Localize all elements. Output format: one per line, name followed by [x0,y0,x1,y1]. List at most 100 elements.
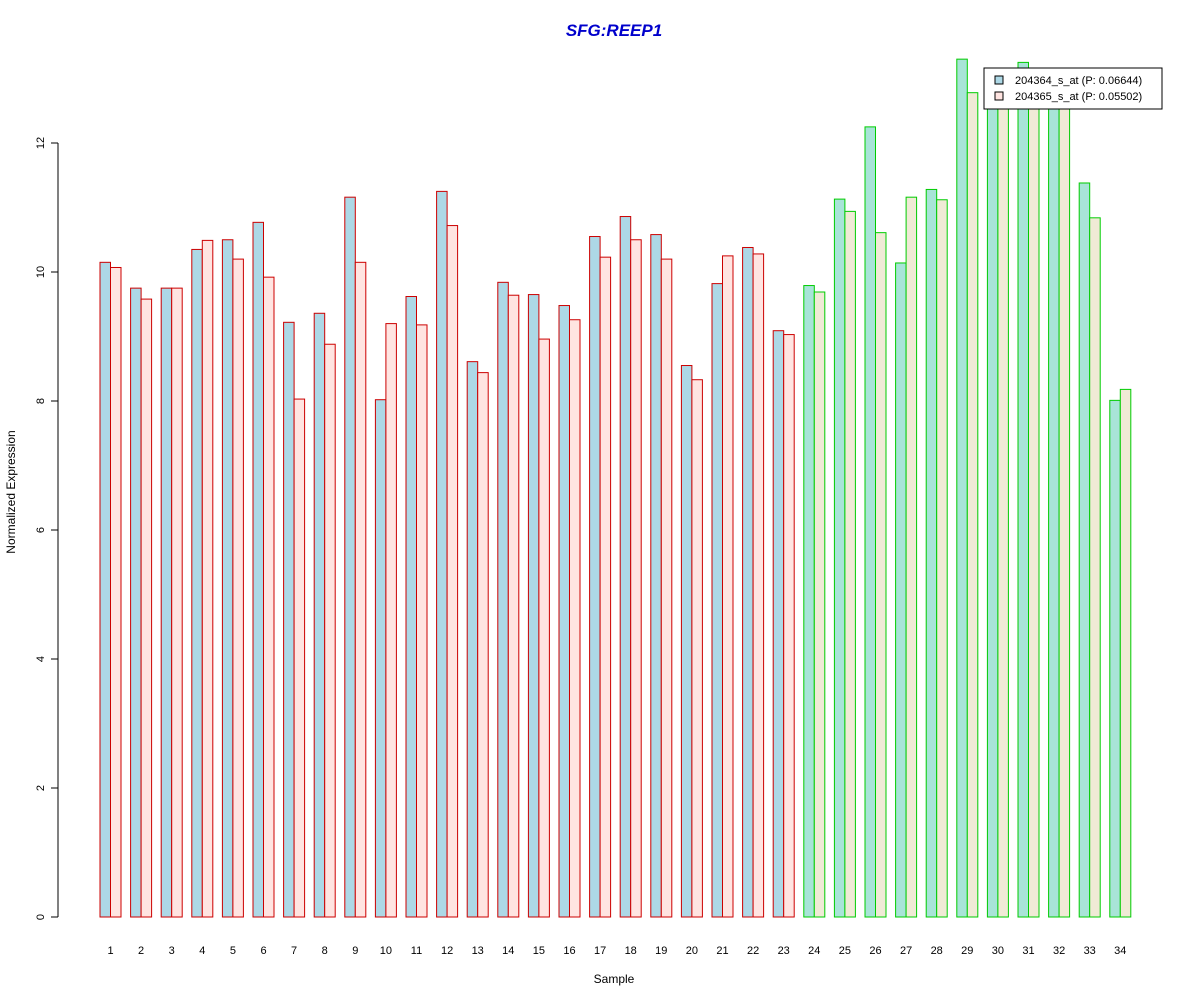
bar-sample-1-series-1 [99,261,111,918]
bar-sample-23-series-1 [772,330,785,918]
y-tick-label: 10 [35,266,47,278]
x-tick-label: 24 [808,945,820,957]
bar-sample-18-series-1 [619,216,632,918]
bar-sample-16-series-2 [569,319,581,918]
x-tick-label: 28 [931,945,943,957]
bar-sample-27-series-1 [895,262,907,918]
x-tick-label: 18 [625,945,637,957]
bar-sample-10-series-1 [374,399,387,918]
bar-sample-2-series-1 [130,287,142,918]
bar-sample-19-series-1 [650,234,662,918]
bar-sample-12-series-2 [446,225,459,918]
bar-sample-5-series-2 [232,258,244,918]
legend: 204364_s_at (P: 0.06644) 204365_s_at (P:… [983,67,1163,110]
bar-sample-4-series-2 [201,239,214,918]
bar-sample-23-series-2 [783,334,795,918]
bar-sample-24-series-2 [813,291,826,918]
bar-sample-7-series-1 [283,321,295,918]
bar-sample-25-series-1 [833,198,846,918]
bar-sample-6-series-1 [252,221,264,918]
bar-sample-28-series-2 [936,199,948,918]
x-tick-label: 31 [1022,945,1034,957]
x-tick-label: 8 [322,945,328,957]
bar-sample-11-series-2 [416,324,428,918]
bar-sample-34-series-2 [1119,388,1132,918]
x-tick-label: 3 [169,945,175,957]
bar-sample-21-series-2 [722,255,734,918]
x-tick-label: 34 [1114,945,1126,957]
x-tick-label: 4 [199,945,205,957]
bar-sample-20-series-1 [680,365,693,918]
bar-sample-3-series-2 [171,287,183,918]
chart-title: SFG:REEP1 [566,21,662,40]
x-tick-label: 19 [655,945,667,957]
x-tick-label: 1 [107,945,113,957]
bar-sample-20-series-2 [691,379,703,918]
x-tick-label: 15 [533,945,545,957]
y-tick-label: 0 [35,914,47,920]
bar-sample-14-series-1 [497,281,509,918]
bar-sample-34-series-1 [1109,399,1121,918]
bar-sample-30-series-1 [986,94,999,918]
legend-swatch-series-2 [994,91,1004,101]
bar-sample-33-series-1 [1078,182,1091,918]
bar-sample-10-series-2 [385,323,397,918]
bar-sample-26-series-2 [875,232,887,918]
x-axis-label: Sample [594,972,635,986]
bar-sample-28-series-1 [925,188,938,918]
bar-sample-33-series-2 [1089,217,1101,918]
bar-sample-29-series-2 [966,92,979,918]
y-axis: 0 2 4 6 8 10 12 [35,137,59,920]
bar-sample-5-series-1 [221,239,234,918]
bar-sample-30-series-2 [997,94,1009,918]
x-tick-label: 27 [900,945,912,957]
x-tick-label: 11 [411,945,422,957]
bar-sample-14-series-2 [507,294,520,918]
bar-sample-8-series-1 [313,312,326,918]
bar-sample-12-series-1 [436,190,448,918]
bar-sample-6-series-2 [263,276,275,918]
y-tick-label: 12 [35,137,47,149]
x-tick-label: 16 [563,945,575,957]
y-tick-label: 6 [35,527,47,533]
bar-sample-21-series-1 [711,283,723,918]
x-tick-label: 21 [716,945,728,957]
x-tick-label: 5 [230,945,236,957]
bar-sample-22-series-1 [742,246,754,918]
y-tick-label: 2 [35,785,47,791]
bar-sample-2-series-2 [140,298,153,918]
x-tick-label: 7 [291,945,297,957]
x-tick-label: 14 [502,945,514,957]
bar-sample-15-series-1 [527,294,540,918]
legend-box [983,67,1163,110]
bar-sample-11-series-1 [405,296,417,918]
bar-sample-13-series-2 [477,372,489,918]
bar-sample-31-series-2 [1028,97,1040,918]
legend-swatch-series-1 [994,75,1004,85]
bar-sample-9-series-2 [354,261,367,918]
bar-sample-32-series-1 [1048,97,1060,918]
x-tick-label: 30 [992,945,1004,957]
x-tick-label: 13 [472,945,484,957]
bar-sample-15-series-2 [538,338,550,918]
bar-sample-9-series-1 [344,196,356,918]
x-tick-label: 22 [747,945,759,957]
bar-sample-1-series-2 [110,266,122,918]
x-tick-label: 12 [441,945,453,957]
bar-sample-19-series-2 [660,258,673,918]
x-tick-label: 25 [839,945,851,957]
x-tick-label: 6 [260,945,266,957]
y-tick-label: 8 [35,398,47,404]
y-axis-label: Normalized Expression [4,430,18,553]
y-tick-label: 4 [35,656,47,662]
bars-layer [99,58,1132,918]
bar-sample-27-series-2 [905,196,918,918]
x-tick-label: 32 [1053,945,1065,957]
bar-sample-16-series-1 [558,305,570,918]
x-tick-label: 26 [869,945,881,957]
bar-sample-17-series-2 [599,256,612,918]
bar-sample-25-series-2 [844,210,856,918]
x-axis-tick-labels: 1 2 3 4 5 6 7 8 9 10 11 12 13 14 15 16 17 18 19 20 21 22 23 24 2… [107,945,1126,957]
x-tick-label: 17 [594,945,606,957]
